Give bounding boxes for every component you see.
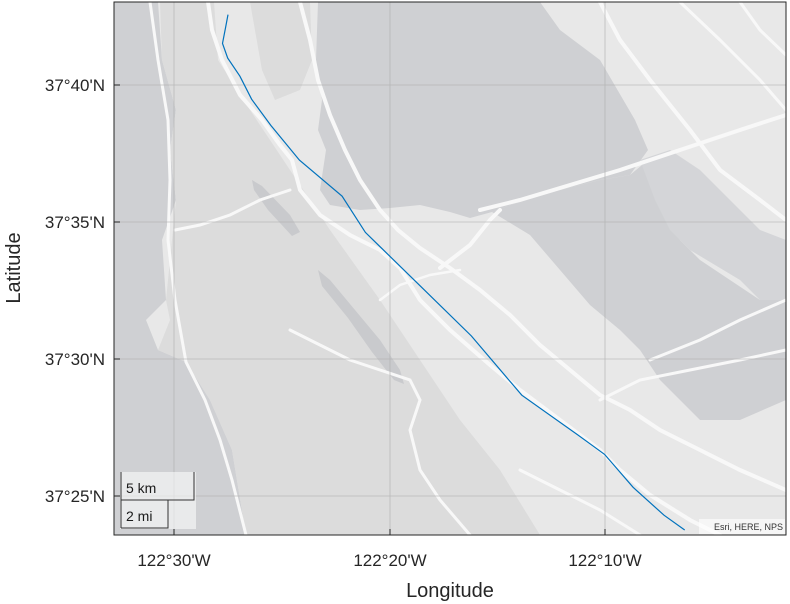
bridge-approach [438, 208, 502, 270]
hills-parkland [158, 2, 540, 535]
x-tick-label-1: 122°30'W [137, 551, 210, 570]
pacific-ocean [114, 2, 246, 535]
scale-bar-km [120, 472, 195, 501]
attribution-background [699, 519, 785, 534]
palo-alto-local [518, 468, 642, 535]
scale-bar-mi [120, 500, 169, 529]
salt-ponds [640, 150, 786, 300]
east-bay-local-2 [738, 2, 786, 57]
x-tick-label-3: 122°10'W [568, 551, 641, 570]
x-axis: 122°30'W 122°20'W 122°10'W Longitude [137, 529, 642, 602]
san-mateo-bridge [478, 113, 786, 212]
y-tick-label-1: 37°40'N [45, 76, 105, 95]
east-bay-84 [648, 298, 786, 362]
upper-peninsula-park [250, 2, 312, 100]
scale-bar: 5 km 2 mi [120, 472, 196, 529]
attribution-text: Esri, HERE, NPS [714, 522, 783, 532]
y-tick-label-4: 37°25'N [45, 487, 105, 506]
x-tick-label-2: 122°20'W [353, 551, 426, 570]
track-line [221, 14, 686, 531]
scale-bar-km-label: 5 km [126, 480, 156, 496]
y-axis-label: Latitude [3, 232, 25, 303]
highway-101 [298, 2, 786, 492]
x-axis-label: Longitude [406, 580, 494, 602]
dumbarton-bridge [598, 348, 786, 402]
y-tick-label-2: 37°35'N [45, 213, 105, 232]
upper-crystal-springs [318, 270, 404, 384]
south-bay [492, 160, 786, 420]
roads [148, 2, 786, 535]
y-axis: 37°40'N 37°35'N 37°30'N 37°25'N Latitude [3, 76, 120, 506]
sf-bay [316, 2, 648, 218]
east-bay-local [678, 2, 786, 112]
graticule [114, 2, 786, 535]
highway-92-west [173, 188, 292, 232]
y-tick-label-3: 37°30'N [45, 350, 105, 369]
highway-1 [148, 2, 248, 535]
scale-bar-mi-label: 2 mi [126, 508, 152, 524]
woodside-road [288, 328, 472, 535]
axes-frame [113, 1, 787, 536]
basemap [114, 2, 786, 535]
east-bay-880 [598, 2, 786, 222]
